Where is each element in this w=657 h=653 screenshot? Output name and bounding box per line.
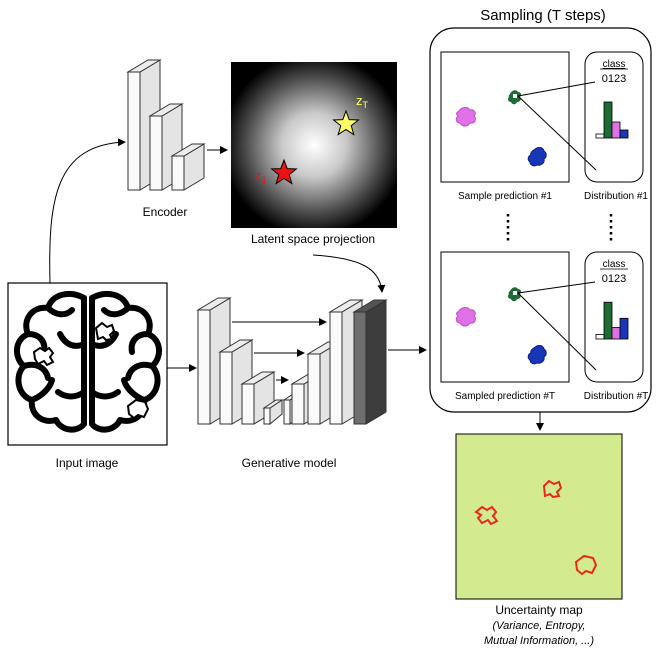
- generative-model-block: [196, 297, 388, 426]
- input-to-encoder-arrow: [49, 138, 126, 284]
- zoom-line: [517, 81, 596, 97]
- uncertainty-map-title: Uncertainty map: [495, 603, 583, 617]
- blob-pink: [455, 307, 476, 327]
- zoom-line: [517, 292, 597, 371]
- blob-pink: [455, 107, 476, 127]
- generative-model-label: Generative model: [242, 456, 337, 470]
- class-3-bar: [619, 129, 629, 139]
- latent-space-panel: z1 zT: [231, 62, 397, 228]
- uncertainty-outline: [474, 505, 499, 526]
- lesion-shape: [126, 398, 150, 420]
- zoom-line: [517, 95, 597, 171]
- lesion-shape: [32, 346, 55, 367]
- input-image-panel: [7, 282, 168, 446]
- distribution-T-bars: [595, 301, 629, 340]
- distribution-1-label: Distribution #1: [584, 191, 648, 202]
- zoom-line: [517, 281, 596, 294]
- class-digits: 0123: [602, 73, 626, 85]
- distribution-T-panel: [584, 251, 644, 383]
- distribution-1-panel: [584, 51, 644, 183]
- encoder-block: [126, 59, 206, 191]
- sampling-title: Sampling (T steps): [480, 7, 606, 24]
- uncertainty-map-subtitle-2: Mutual Information, ...): [484, 635, 594, 647]
- uncertainty-outline: [574, 554, 598, 576]
- uncertainty-map-panel: [455, 433, 623, 600]
- distribution-1-bars: [595, 101, 629, 139]
- z1-label: z1: [255, 168, 267, 185]
- input-image-label: Input image: [56, 456, 119, 470]
- blob-blue: [527, 345, 547, 365]
- class-header: class: [603, 59, 626, 70]
- sample-prediction-1-label: Sample prediction #1: [458, 191, 552, 202]
- encoder-label: Encoder: [143, 205, 188, 219]
- sample-prediction-T-label: Sampled prediction #T: [455, 391, 555, 402]
- zT-label: zT: [356, 93, 369, 110]
- latent-space-label: Latent space projection: [251, 232, 375, 246]
- blob-blue: [527, 147, 547, 167]
- latent-to-generative-arrow: [312, 254, 386, 293]
- lesion-shape: [94, 321, 116, 342]
- class-0-bar: [595, 133, 605, 139]
- class-3-bar: [619, 317, 629, 340]
- star-zT-icon: [332, 109, 360, 136]
- class-2-bar: [611, 327, 621, 340]
- sample-prediction-T: [440, 251, 570, 383]
- class-1-bar: [603, 301, 613, 340]
- uncertainty-map-subtitle-1: (Variance, Entropy,: [493, 620, 586, 632]
- distribution-T-label: Distribution #T: [584, 391, 648, 402]
- class-header: class: [603, 259, 626, 270]
- class-1-bar: [603, 101, 613, 139]
- sample-prediction-1: [440, 51, 570, 183]
- class-2-bar: [611, 121, 621, 139]
- uncertainty-outline: [542, 479, 563, 499]
- class-digits: 0123: [602, 273, 626, 285]
- class-0-bar: [595, 333, 605, 340]
- star-z1-icon: [270, 158, 298, 185]
